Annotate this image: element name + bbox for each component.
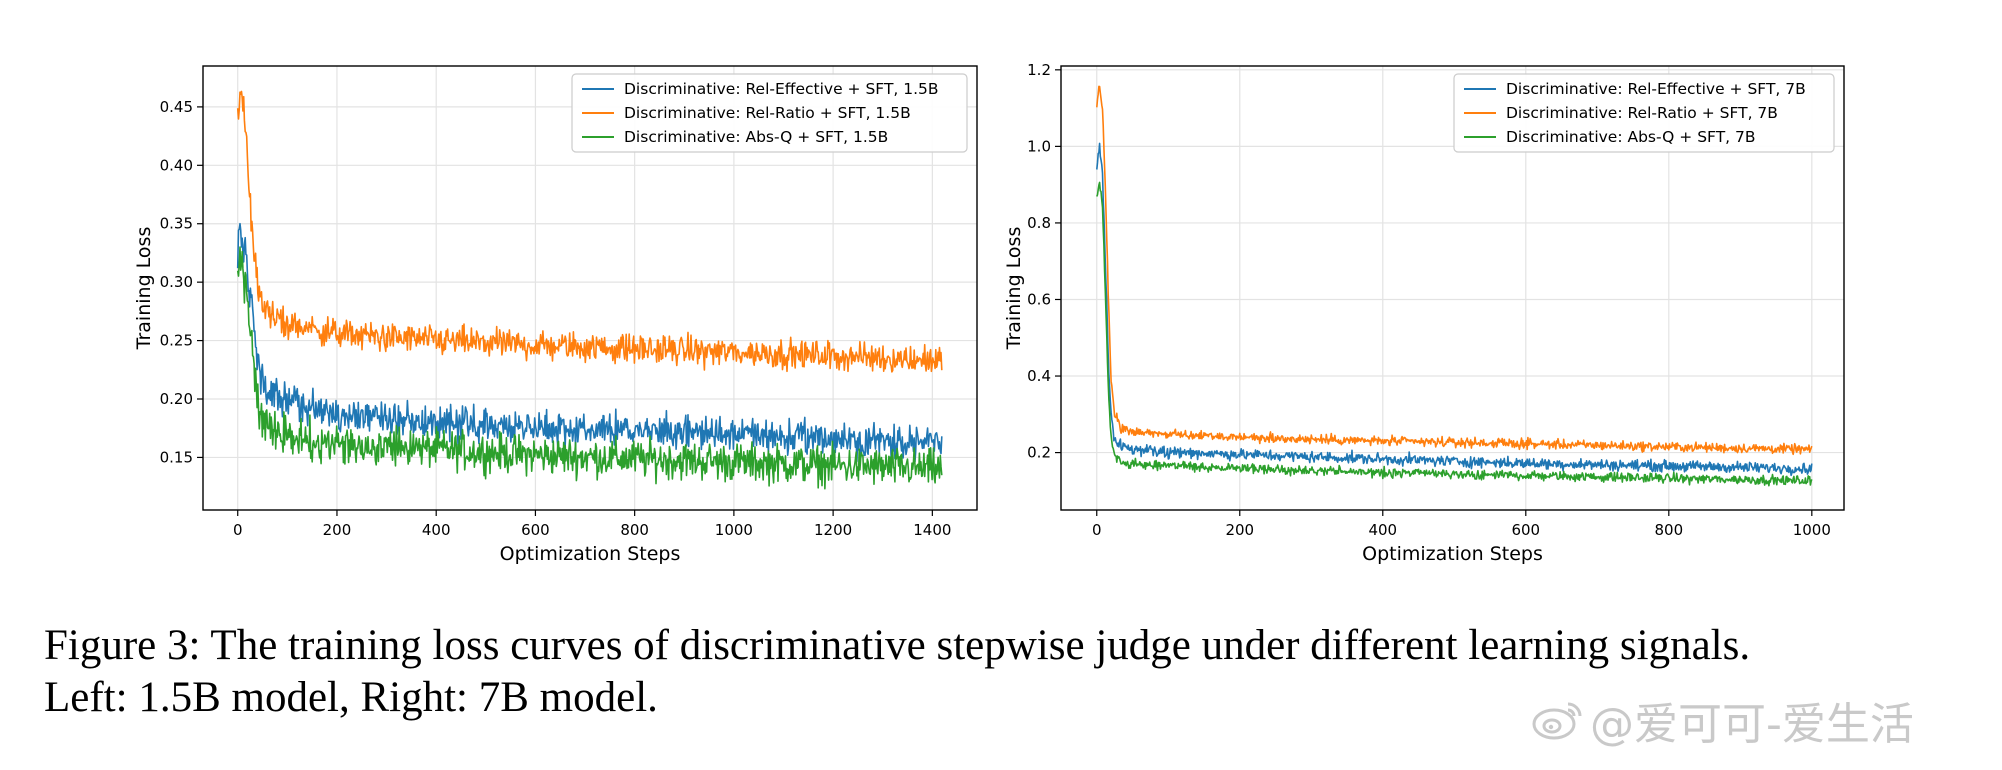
y-tick-label: 0.35: [160, 215, 193, 233]
y-tick-label: 0.4: [1027, 367, 1051, 385]
series-line-3: [236, 246, 943, 490]
x-tick-label: 0: [1092, 521, 1102, 539]
y-tick-label: 0.45: [160, 98, 193, 116]
x-tick-label: 1000: [1793, 521, 1831, 539]
x-tick-label: 1400: [913, 521, 951, 539]
y-tick-label: 0.8: [1027, 214, 1051, 232]
x-tick-label: 400: [1368, 521, 1397, 539]
x-tick-label: 800: [620, 521, 649, 539]
legend: Discriminative: Rel-Effective + SFT, 1.5…: [571, 73, 968, 153]
series-line-2: [1096, 85, 1813, 456]
y-axis-label: Training Loss: [1003, 227, 1025, 351]
legend-box: [1453, 73, 1835, 153]
figure-caption: Figure 3: The training loss curves of di…: [44, 620, 1974, 724]
x-tick-label: 1200: [814, 521, 852, 539]
y-tick-label: 0.6: [1027, 290, 1051, 308]
x-tick-label: 200: [1225, 521, 1254, 539]
y-tick-label: 1.0: [1027, 137, 1051, 155]
legend: Discriminative: Rel-Effective + SFT, 7B D…: [1453, 73, 1835, 153]
legend-label-2: Discriminative: Rel-Ratio + SFT, 7B: [1506, 104, 1778, 122]
plot-frame: [1060, 65, 1845, 511]
plot-frame: [202, 65, 978, 511]
chart-panel-2: 0 200 400 600 800 1000 0.2 0.4 0.6 0.8 1.0 1.2 Optim…: [1003, 61, 1845, 565]
x-tick-label: 200: [323, 521, 352, 539]
watermark-text: @爱可可-爱生活: [1590, 699, 1914, 750]
x-tick-label: 400: [422, 521, 451, 539]
x-tick-label: 600: [1511, 521, 1540, 539]
y-tick-label: 0.25: [160, 332, 193, 350]
y-tick-label: 0.30: [160, 273, 193, 291]
charts-figure: 0 200 400 600 800 1000 1200 14000.150.200.250.3…: [133, 61, 1845, 565]
legend-label-3: Discriminative: Abs-Q + SFT, 1.5B: [624, 128, 888, 146]
y-tick-label: 0.15: [160, 448, 193, 466]
series-line-3: [1096, 181, 1813, 487]
x-tick-label: 600: [521, 521, 550, 539]
caption-line-2: Left: 1.5B model, Right: 7B model.: [44, 674, 658, 721]
y-tick-label: 0.40: [160, 156, 193, 174]
watermark: @爱可可-爱生活: [1530, 688, 1914, 752]
chart-panel-1: 0 200 400 600 800 1000 1200 1400 0.15 0.20 0.25 0.3…: [133, 65, 978, 565]
series-line-2: [236, 90, 943, 373]
y-axis-label: Training Loss: [133, 227, 155, 351]
series-line-1: [1096, 142, 1813, 477]
x-tick-label: 1000: [715, 521, 753, 539]
legend-label-1: Discriminative: Rel-Effective + SFT, 7B: [1506, 80, 1806, 98]
x-axis-label: Optimization Steps: [1362, 543, 1543, 565]
legend-label-2: Discriminative: Rel-Ratio + SFT, 1.5B: [624, 104, 911, 122]
weibo-logo-icon: [1532, 702, 1582, 740]
series-line-1: [236, 222, 943, 463]
y-tick-label: 1.2: [1027, 61, 1051, 79]
legend-label-3: Discriminative: Abs-Q + SFT, 7B: [1506, 128, 1756, 146]
legend-label-1: Discriminative: Rel-Effective + SFT, 1.5…: [624, 80, 939, 98]
x-axis-label: Optimization Steps: [500, 543, 681, 565]
x-tick-label: 0: [233, 521, 243, 539]
x-tick-label: 800: [1654, 521, 1683, 539]
y-tick-label: 0.2: [1027, 444, 1051, 462]
y-tick-label: 0.20: [160, 390, 193, 408]
caption-line-1: Figure 3: The training loss curves of di…: [44, 622, 1751, 669]
legend-box: [571, 73, 968, 153]
